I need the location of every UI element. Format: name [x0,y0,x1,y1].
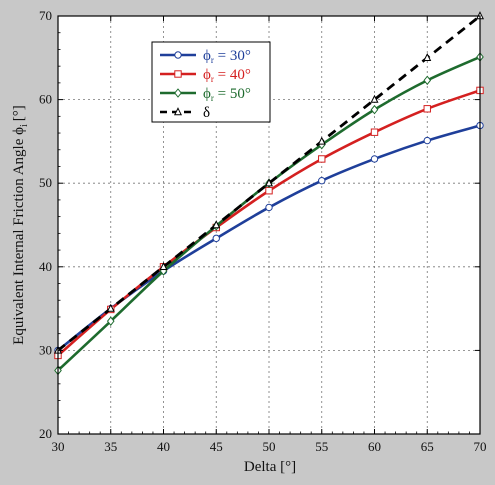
x-tick-label: 60 [368,439,381,454]
legend-label: δ [203,105,210,121]
legend-label-subscript: r [211,74,214,84]
data-point-delta [423,52,432,61]
legend-label-rest: = 30° [214,48,251,64]
x-tick-label: 65 [421,439,434,454]
y-axis-label-main: Equivalent Internal Friction Angle ϕ [11,127,27,345]
y-tick-label: 70 [39,8,52,23]
legend-label-subscript: r [211,55,214,65]
data-point-phi-r-40 [318,155,326,163]
data-point-phi-r-50 [370,104,379,115]
x-tick-label: 55 [315,439,328,454]
x-tick-label: 45 [210,439,223,454]
legend-label-rest: = 40° [214,67,251,83]
legend-label: ϕr = 50° [203,86,251,103]
data-point-phi-r-40 [370,128,379,136]
y-tick-label: 20 [39,426,52,441]
x-tick-label: 70 [474,439,487,454]
series-group [53,11,485,376]
legend-entry-phi-r-40: ϕr = 40° [160,67,251,84]
y-tick-label: 30 [39,342,52,357]
data-point-delta [212,220,221,229]
legend-marker [174,88,182,98]
legend: ϕr = 30°ϕr = 40°ϕr = 50°δ [151,41,271,123]
legend-marker [174,51,182,59]
data-point-delta [370,94,379,103]
data-point-delta [159,261,168,270]
legend-marker [173,107,183,116]
legend-entry-delta: δ [160,105,210,121]
legend-label: ϕr = 30° [203,48,251,65]
legend-label-rest: = 50° [214,86,251,102]
y-axis-label-subscript: i [19,124,30,127]
legend-entry-phi-r-50: ϕr = 50° [160,86,251,103]
data-point-phi-r-50 [106,316,115,326]
data-point-delta [317,136,326,145]
data-point-phi-r-30 [212,234,220,243]
data-point-phi-r-40 [265,187,273,195]
legend-label-main: δ [203,105,210,121]
legend-label-subscript: r [211,93,214,103]
data-point-phi-r-30 [318,176,326,185]
y-tick-label: 50 [39,175,52,190]
x-tick-label: 50 [263,439,276,454]
data-point-delta [106,303,115,312]
y-tick-label: 40 [39,259,52,274]
x-tick-label: 30 [52,439,65,454]
series-line-delta [57,14,481,352]
legend-label-main: ϕ [203,86,211,102]
data-point-phi-r-30 [370,155,379,163]
y-axis-label: Equivalent Internal Friction Angle ϕi [°] [11,105,30,345]
data-point-phi-r-30 [423,136,431,145]
data-point-delta [264,178,274,187]
y-tick-label: 60 [39,92,52,107]
legend-marker [174,70,182,78]
data-point-phi-r-40 [423,105,431,113]
x-tick-label: 35 [104,439,117,454]
data-point-phi-r-30 [265,203,273,212]
legend-label-main: ϕ [203,67,211,83]
legend-label-main: ϕ [203,48,211,64]
x-tick-label: 40 [157,439,170,454]
data-point-phi-r-50 [423,75,432,86]
legend-label: ϕr = 40° [203,67,251,84]
legend-entry-phi-r-30: ϕr = 30° [160,48,251,65]
y-axis-label-unit: [°] [11,105,27,121]
x-axis-label: Delta [°] [244,459,296,475]
